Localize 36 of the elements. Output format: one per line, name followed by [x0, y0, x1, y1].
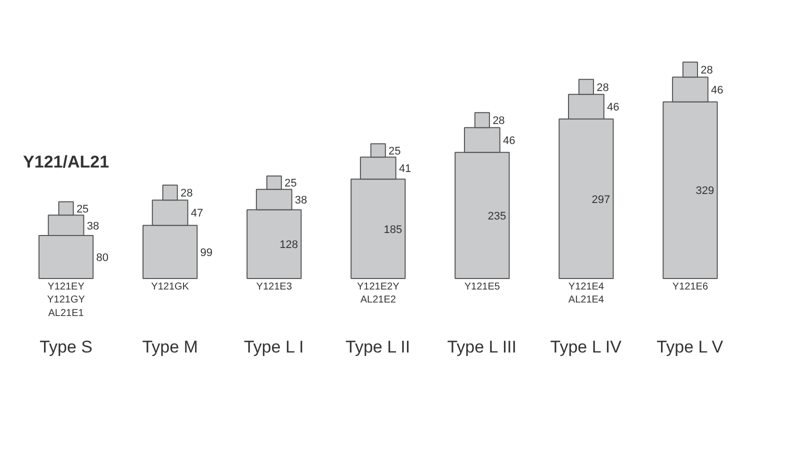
data-label: 80	[96, 252, 108, 264]
x-tick-label: Type L III	[447, 338, 516, 356]
data-label: 28	[700, 64, 713, 77]
data-label: 25	[388, 145, 401, 158]
text: Y121E2Y AL21E2	[357, 282, 400, 306]
text: Y121E4 AL21E4	[568, 282, 604, 306]
data-label: 329	[696, 185, 714, 198]
text: Y121GK	[151, 282, 190, 292]
data-label: 185	[384, 224, 402, 236]
data-label: 47	[190, 208, 204, 220]
data-label: 41	[398, 163, 412, 176]
data-label: 99	[200, 246, 212, 259]
text: Y121E6	[672, 282, 708, 292]
data-label: 128	[280, 239, 298, 252]
text: Y121E3	[256, 282, 292, 292]
data-label: 46	[607, 102, 620, 114]
data-label: 38	[294, 194, 308, 207]
data-label: 28	[492, 115, 505, 128]
text: Y121/AL21	[23, 152, 110, 172]
data-label: 46	[502, 134, 516, 147]
text: Y121E5	[464, 282, 500, 292]
x-tick-label: Type L II	[346, 338, 410, 356]
data-label: 25	[284, 178, 297, 190]
data-label: 28	[180, 188, 193, 200]
data-label: 28	[596, 82, 609, 94]
data-label: 38	[86, 220, 100, 232]
text: Y121EY Y121GY AL21E1	[47, 282, 86, 319]
x-tick-label: Type M	[142, 338, 198, 356]
x-tick-label: Type L I	[244, 338, 304, 356]
data-label: 46	[711, 84, 724, 97]
x-tick-label: Type L V	[656, 338, 724, 356]
x-tick-label: Type L IV	[550, 338, 622, 356]
x-tick-label: Type S	[40, 338, 93, 356]
data-label: 25	[76, 203, 89, 216]
data-label: 297	[592, 194, 610, 206]
data-label: 235	[488, 210, 506, 222]
